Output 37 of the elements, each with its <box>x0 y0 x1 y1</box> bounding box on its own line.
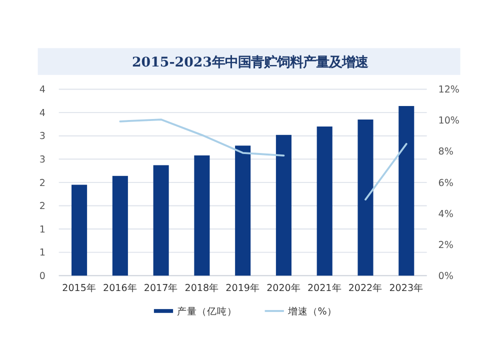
y2-tick-label: 2% <box>438 240 454 251</box>
legend-label: 产量（亿吨） <box>176 305 237 318</box>
y-tick-label: 3 <box>39 131 46 142</box>
y-tick-label: 4 <box>39 108 46 119</box>
x-tick-label: 2021年 <box>307 282 342 294</box>
y-tick-label: 2 <box>39 201 46 212</box>
bar <box>153 165 169 276</box>
y-tick-label: 0 <box>39 270 46 282</box>
y2-tick-label: 0% <box>438 270 454 282</box>
x-tick-label: 2017年 <box>144 282 178 294</box>
y-tick-label: 4 <box>39 84 46 96</box>
x-tick-label: 2023年 <box>389 282 424 294</box>
x-tick-label: 2018年 <box>184 282 220 294</box>
x-tick-label: 2022年 <box>348 282 383 294</box>
bar <box>112 176 128 276</box>
y2-tick-label: 12% <box>438 84 460 96</box>
y-tick-label: 2 <box>39 178 46 189</box>
x-tick-label: 2019年 <box>226 282 260 294</box>
x-tick-label: 2015年 <box>62 282 96 294</box>
y2-tick-label: 8% <box>438 146 454 158</box>
y2-tick-label: 6% <box>438 178 454 189</box>
legend-label: 增速（%） <box>286 305 337 318</box>
bar <box>358 120 374 276</box>
chart-title: 2015-2023年中国青贮饲料产量及增速 <box>132 54 369 70</box>
bar <box>72 184 88 276</box>
x-tick-label: 2016年 <box>103 282 138 294</box>
bar <box>235 146 251 276</box>
bar <box>276 134 292 276</box>
y-tick-label: 1 <box>39 248 46 259</box>
x-tick-label: 2020年 <box>266 282 301 294</box>
y2-tick-label: 10% <box>438 116 460 127</box>
y-tick-label: 1 <box>39 224 46 236</box>
y2-tick-label: 4% <box>438 208 454 220</box>
bar <box>316 126 332 276</box>
bar <box>398 106 414 276</box>
bar <box>194 155 210 276</box>
y-tick-label: 3 <box>39 154 46 166</box>
